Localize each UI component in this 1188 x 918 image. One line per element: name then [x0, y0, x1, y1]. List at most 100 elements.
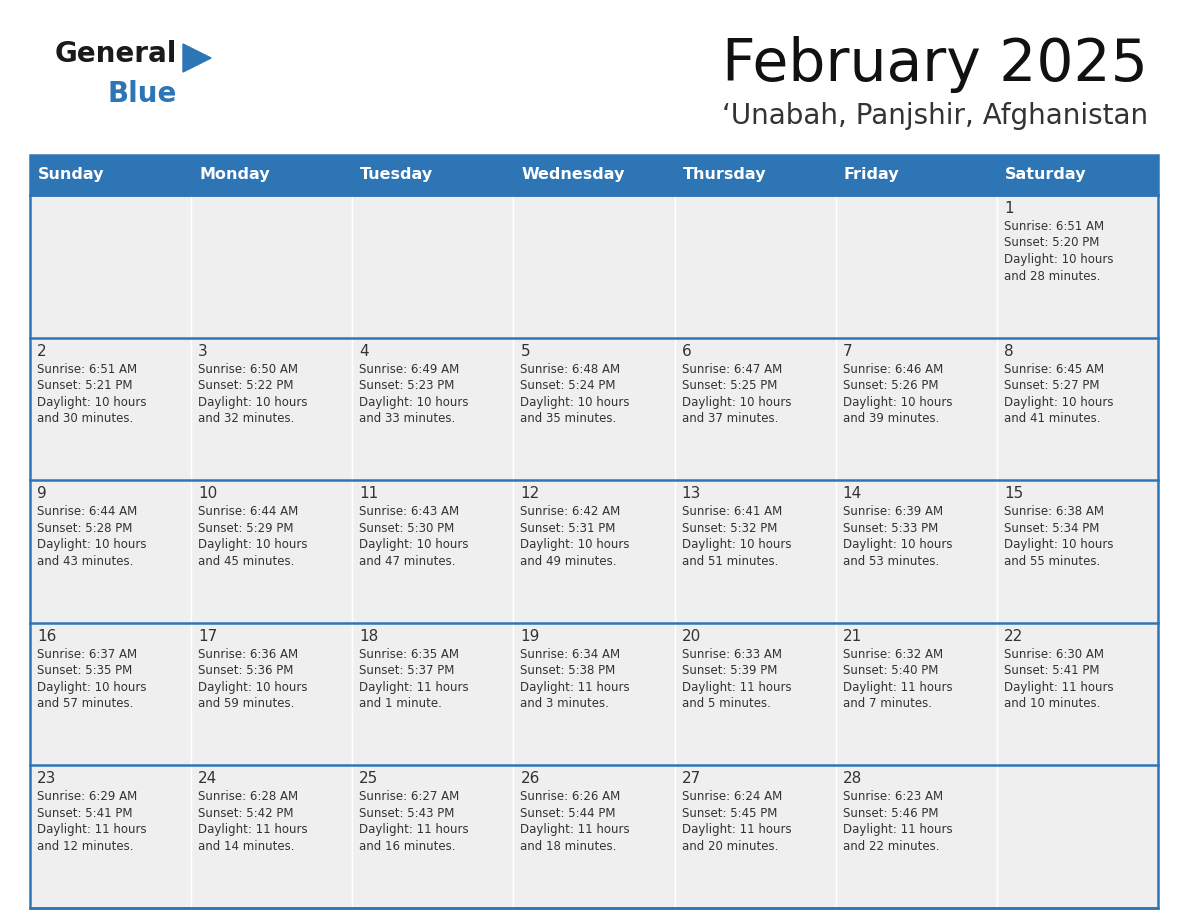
Bar — [675, 480, 835, 622]
Text: Daylight: 10 hours: Daylight: 10 hours — [842, 396, 953, 409]
Text: Sunrise: 6:38 AM: Sunrise: 6:38 AM — [1004, 505, 1104, 518]
Text: Daylight: 11 hours: Daylight: 11 hours — [842, 681, 953, 694]
Text: Sunset: 5:41 PM: Sunset: 5:41 PM — [37, 807, 133, 820]
Text: Sunset: 5:28 PM: Sunset: 5:28 PM — [37, 521, 132, 534]
Text: 4: 4 — [359, 343, 369, 359]
Text: and 12 minutes.: and 12 minutes. — [37, 840, 133, 853]
Text: Sunset: 5:22 PM: Sunset: 5:22 PM — [198, 379, 293, 392]
Text: Sunset: 5:31 PM: Sunset: 5:31 PM — [520, 521, 615, 534]
Text: Daylight: 11 hours: Daylight: 11 hours — [198, 823, 308, 836]
Bar — [353, 338, 513, 480]
Text: and 47 minutes.: and 47 minutes. — [359, 554, 456, 567]
Text: and 5 minutes.: and 5 minutes. — [682, 698, 771, 711]
Bar — [835, 622, 997, 766]
Text: Sunset: 5:36 PM: Sunset: 5:36 PM — [198, 665, 293, 677]
Text: and 33 minutes.: and 33 minutes. — [359, 412, 455, 425]
Text: Sunset: 5:32 PM: Sunset: 5:32 PM — [682, 521, 777, 534]
Text: Sunset: 5:30 PM: Sunset: 5:30 PM — [359, 521, 455, 534]
Text: Daylight: 10 hours: Daylight: 10 hours — [520, 396, 630, 409]
Bar — [30, 155, 1158, 195]
Text: and 28 minutes.: and 28 minutes. — [1004, 270, 1100, 283]
Text: 18: 18 — [359, 629, 379, 644]
Text: Friday: Friday — [843, 167, 899, 183]
Text: 12: 12 — [520, 487, 539, 501]
Text: Daylight: 11 hours: Daylight: 11 hours — [359, 823, 469, 836]
Text: Daylight: 10 hours: Daylight: 10 hours — [37, 396, 146, 409]
Text: 14: 14 — [842, 487, 862, 501]
Text: and 55 minutes.: and 55 minutes. — [1004, 554, 1100, 567]
Bar — [191, 622, 353, 766]
Text: and 39 minutes.: and 39 minutes. — [842, 412, 939, 425]
Text: Daylight: 10 hours: Daylight: 10 hours — [359, 396, 469, 409]
Text: 1: 1 — [1004, 201, 1013, 216]
Text: Sunrise: 6:30 AM: Sunrise: 6:30 AM — [1004, 648, 1104, 661]
Text: Sunrise: 6:23 AM: Sunrise: 6:23 AM — [842, 790, 943, 803]
Text: Sunrise: 6:45 AM: Sunrise: 6:45 AM — [1004, 363, 1104, 375]
Text: Sunset: 5:41 PM: Sunset: 5:41 PM — [1004, 665, 1099, 677]
Text: and 30 minutes.: and 30 minutes. — [37, 412, 133, 425]
Text: Sunrise: 6:43 AM: Sunrise: 6:43 AM — [359, 505, 460, 518]
Text: 20: 20 — [682, 629, 701, 644]
Text: Sunrise: 6:27 AM: Sunrise: 6:27 AM — [359, 790, 460, 803]
Text: 5: 5 — [520, 343, 530, 359]
Text: and 43 minutes.: and 43 minutes. — [37, 554, 133, 567]
Text: Sunset: 5:21 PM: Sunset: 5:21 PM — [37, 379, 133, 392]
Text: Sunrise: 6:36 AM: Sunrise: 6:36 AM — [198, 648, 298, 661]
Text: Monday: Monday — [200, 167, 270, 183]
Text: and 22 minutes.: and 22 minutes. — [842, 840, 940, 853]
Text: 11: 11 — [359, 487, 379, 501]
Text: 9: 9 — [37, 487, 46, 501]
Bar — [191, 195, 353, 338]
Text: Daylight: 10 hours: Daylight: 10 hours — [198, 538, 308, 551]
Text: and 59 minutes.: and 59 minutes. — [198, 698, 295, 711]
Text: Daylight: 10 hours: Daylight: 10 hours — [682, 396, 791, 409]
Bar — [30, 480, 191, 622]
Bar — [675, 338, 835, 480]
Text: Sunset: 5:44 PM: Sunset: 5:44 PM — [520, 807, 615, 820]
Text: Sunrise: 6:50 AM: Sunrise: 6:50 AM — [198, 363, 298, 375]
Bar — [675, 766, 835, 908]
Text: Daylight: 10 hours: Daylight: 10 hours — [37, 538, 146, 551]
Text: and 35 minutes.: and 35 minutes. — [520, 412, 617, 425]
Text: February 2025: February 2025 — [722, 36, 1148, 93]
Text: 22: 22 — [1004, 629, 1023, 644]
Text: Sunrise: 6:48 AM: Sunrise: 6:48 AM — [520, 363, 620, 375]
Text: Sunday: Sunday — [38, 167, 105, 183]
Bar — [353, 622, 513, 766]
Text: Sunrise: 6:33 AM: Sunrise: 6:33 AM — [682, 648, 782, 661]
Text: Sunset: 5:46 PM: Sunset: 5:46 PM — [842, 807, 939, 820]
Text: Saturday: Saturday — [1005, 167, 1086, 183]
Text: Sunset: 5:29 PM: Sunset: 5:29 PM — [198, 521, 293, 534]
Bar — [835, 195, 997, 338]
Text: Daylight: 10 hours: Daylight: 10 hours — [842, 538, 953, 551]
Text: Sunrise: 6:41 AM: Sunrise: 6:41 AM — [682, 505, 782, 518]
Bar — [513, 338, 675, 480]
Text: Blue: Blue — [107, 80, 176, 108]
Text: 3: 3 — [198, 343, 208, 359]
Text: Daylight: 10 hours: Daylight: 10 hours — [1004, 253, 1113, 266]
Bar — [675, 195, 835, 338]
Text: and 7 minutes.: and 7 minutes. — [842, 698, 931, 711]
Text: and 32 minutes.: and 32 minutes. — [198, 412, 295, 425]
Text: Daylight: 10 hours: Daylight: 10 hours — [520, 538, 630, 551]
Polygon shape — [183, 44, 211, 72]
Text: Sunrise: 6:37 AM: Sunrise: 6:37 AM — [37, 648, 137, 661]
Text: Sunset: 5:34 PM: Sunset: 5:34 PM — [1004, 521, 1099, 534]
Text: 7: 7 — [842, 343, 852, 359]
Text: and 1 minute.: and 1 minute. — [359, 698, 442, 711]
Text: 13: 13 — [682, 487, 701, 501]
Bar — [353, 195, 513, 338]
Bar — [513, 766, 675, 908]
Text: Daylight: 10 hours: Daylight: 10 hours — [37, 681, 146, 694]
Text: Daylight: 11 hours: Daylight: 11 hours — [359, 681, 469, 694]
Bar — [675, 622, 835, 766]
Text: 15: 15 — [1004, 487, 1023, 501]
Bar — [30, 155, 1158, 908]
Text: Sunset: 5:33 PM: Sunset: 5:33 PM — [842, 521, 939, 534]
Text: Sunset: 5:23 PM: Sunset: 5:23 PM — [359, 379, 455, 392]
Text: Daylight: 11 hours: Daylight: 11 hours — [1004, 681, 1113, 694]
Text: Sunrise: 6:46 AM: Sunrise: 6:46 AM — [842, 363, 943, 375]
Text: 26: 26 — [520, 771, 539, 787]
Text: and 45 minutes.: and 45 minutes. — [198, 554, 295, 567]
Text: Sunset: 5:43 PM: Sunset: 5:43 PM — [359, 807, 455, 820]
